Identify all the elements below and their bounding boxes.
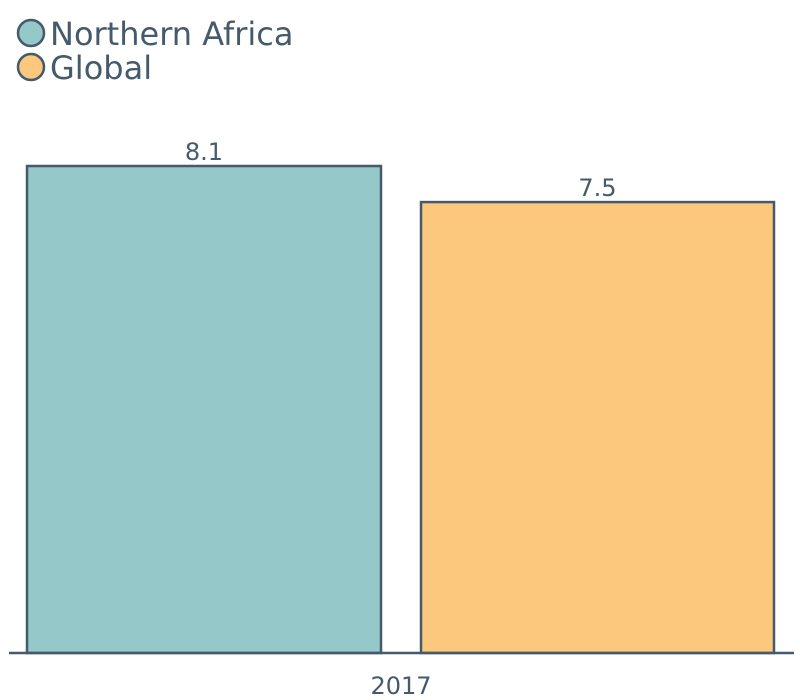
legend-item-global: Global bbox=[16, 49, 152, 87]
value-label-northern-africa: 8.1 bbox=[185, 138, 223, 166]
x-tick-label-2017: 2017 bbox=[370, 672, 431, 700]
legend-swatch-northern-africa bbox=[16, 18, 46, 48]
legend-label-northern-africa: Northern Africa bbox=[50, 15, 294, 53]
legend-label-global: Global bbox=[50, 49, 152, 87]
bars bbox=[25, 164, 776, 655]
legend-swatch-global bbox=[16, 52, 46, 82]
value-labels: 8.1 7.5 bbox=[185, 138, 617, 202]
legend: Northern Africa Global bbox=[16, 15, 294, 87]
bar-northern-africa bbox=[25, 164, 383, 655]
value-label-global: 7.5 bbox=[578, 174, 616, 202]
bar-global bbox=[419, 200, 776, 655]
legend-item-northern-africa: Northern Africa bbox=[16, 15, 294, 53]
